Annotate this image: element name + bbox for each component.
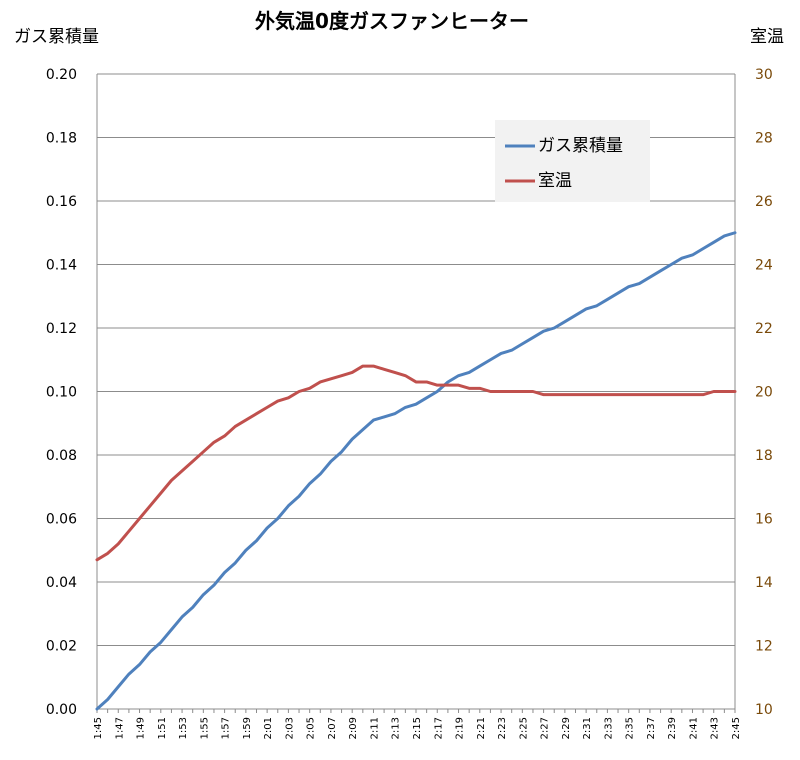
right-tick-label: 16 bbox=[755, 512, 773, 528]
left-tick-label: 0.06 bbox=[46, 512, 77, 528]
right-tick-label: 30 bbox=[755, 67, 773, 83]
x-tick-label: 2:11 bbox=[369, 717, 380, 739]
x-tick-label: 1:55 bbox=[199, 717, 210, 739]
x-tick-label: 2:25 bbox=[518, 717, 529, 739]
right-tick-label: 26 bbox=[755, 194, 773, 210]
legend-label-room-temp: 室温 bbox=[538, 171, 572, 191]
axis-layer: 0.00 0.02 0.04 0.06 0.08 0.10 0.12 0.14 0.16 0.18… bbox=[46, 67, 773, 739]
left-tick-label: 0.20 bbox=[46, 67, 77, 83]
x-tick-label: 2:43 bbox=[710, 717, 721, 739]
x-tick-label: 1:45 bbox=[93, 717, 104, 739]
left-tick-label: 0.14 bbox=[46, 258, 77, 274]
x-tick-label: 2:13 bbox=[391, 717, 402, 739]
x-tick-label: 2:23 bbox=[497, 717, 508, 739]
right-tick-label: 24 bbox=[755, 258, 773, 274]
left-tick-label: 0.10 bbox=[46, 385, 77, 401]
x-tick-label: 1:51 bbox=[157, 717, 168, 739]
x-tick-label: 2:33 bbox=[603, 717, 614, 739]
series-line-gas bbox=[95, 231, 737, 711]
legend-background bbox=[495, 120, 650, 202]
legend: ガス累積量 室温 bbox=[495, 120, 650, 202]
right-tick-label: 10 bbox=[755, 702, 773, 718]
x-tick-label: 2:01 bbox=[263, 717, 274, 739]
x-tick-label: 2:45 bbox=[731, 717, 742, 739]
x-tick-label: 2:31 bbox=[582, 717, 593, 739]
x-tick-label: 1:57 bbox=[221, 717, 232, 739]
x-tick-label: 2:27 bbox=[540, 717, 551, 739]
right-axis-title: 室温 bbox=[750, 27, 784, 47]
x-tick-label: 2:17 bbox=[433, 717, 444, 739]
right-tick-label: 20 bbox=[755, 385, 773, 401]
left-tick-label: 0.18 bbox=[46, 131, 77, 147]
left-tick-label: 0.00 bbox=[46, 702, 77, 718]
left-tick-label: 0.08 bbox=[46, 448, 77, 464]
right-tick-label: 12 bbox=[755, 639, 773, 655]
x-tick-label: 1:53 bbox=[178, 717, 189, 739]
x-tick-label: 2:15 bbox=[412, 717, 423, 739]
series-line-room-temp bbox=[95, 364, 737, 562]
x-tick-label: 1:59 bbox=[242, 717, 253, 739]
left-tick-label: 0.02 bbox=[46, 639, 77, 655]
x-tick-label: 2:07 bbox=[327, 717, 338, 739]
left-tick-label: 0.16 bbox=[46, 194, 77, 210]
x-tick-label: 2:21 bbox=[476, 717, 487, 739]
left-axis-title: ガス累積量 bbox=[14, 27, 99, 47]
right-tick-label: 22 bbox=[755, 321, 773, 337]
x-tick-label: 2:29 bbox=[561, 717, 572, 739]
x-tick-label: 2:09 bbox=[348, 717, 359, 739]
x-tick-label: 1:47 bbox=[114, 717, 125, 739]
chart-title: 外気温0度ガスファンヒーター bbox=[255, 9, 529, 33]
x-tick-label: 2:39 bbox=[667, 717, 678, 739]
x-tick-label: 2:05 bbox=[306, 717, 317, 739]
left-tick-label: 0.12 bbox=[46, 321, 77, 337]
left-tick-label: 0.04 bbox=[46, 575, 77, 591]
x-tick-label: 2:37 bbox=[646, 717, 657, 739]
series-layer bbox=[95, 231, 737, 711]
x-tick-label: 1:49 bbox=[136, 717, 147, 739]
x-tick-label: 2:41 bbox=[688, 717, 699, 739]
legend-label-gas: ガス累積量 bbox=[538, 136, 623, 156]
x-tick-label: 2:35 bbox=[625, 717, 636, 739]
right-tick-label: 28 bbox=[755, 131, 773, 147]
right-tick-label: 18 bbox=[755, 448, 773, 464]
right-tick-label: 14 bbox=[755, 575, 773, 591]
x-tick-label: 2:03 bbox=[284, 717, 295, 739]
x-tick-label: 2:19 bbox=[455, 717, 466, 739]
